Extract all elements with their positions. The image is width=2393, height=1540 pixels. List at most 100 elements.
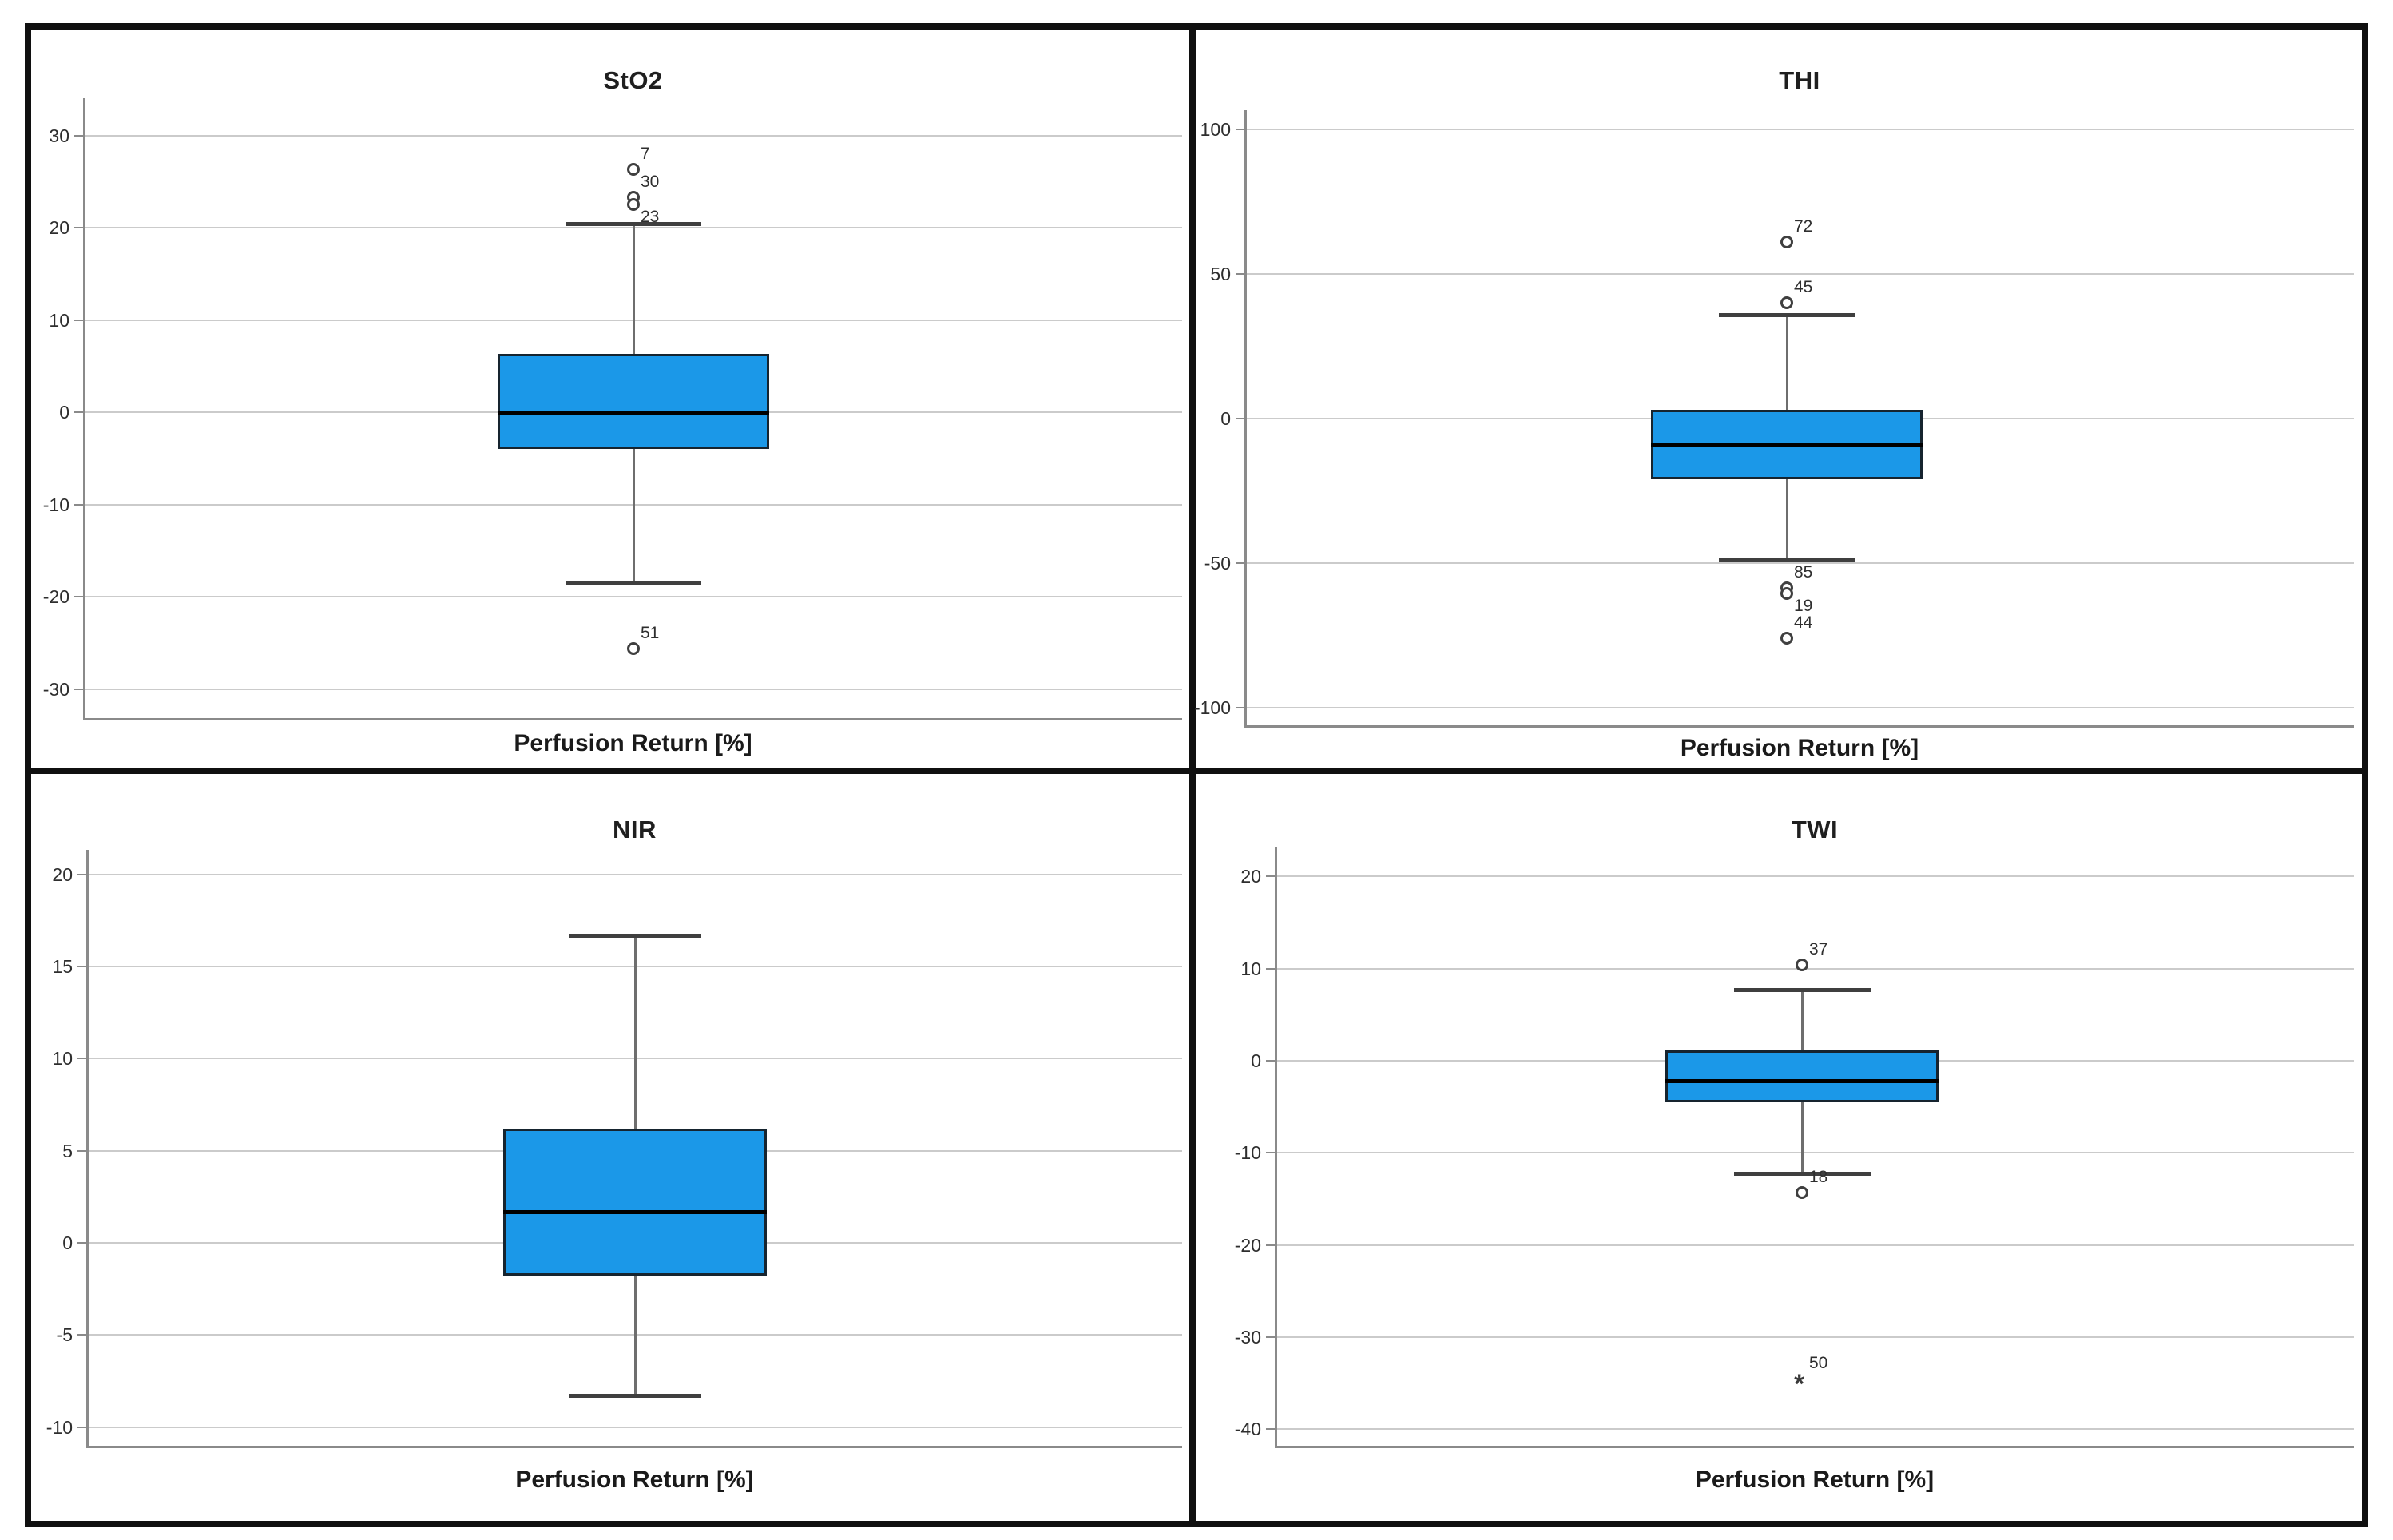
box (1665, 1050, 1939, 1102)
outlier-circle-marker (1780, 632, 1793, 645)
y-tick-label: -30 (42, 678, 69, 700)
panel-twi: TWI 20 10 0 -10 -20 -30 -40 37 18 * 50 Perfusion Ret… (1196, 774, 2366, 1526)
y-tick-mark (1236, 707, 1245, 708)
y-gridline (84, 688, 1182, 690)
whisker-cap-top (569, 933, 701, 938)
y-tick-label: 10 (49, 309, 69, 331)
outlier-case-label: 7 (641, 145, 650, 164)
y-tick-mark (77, 1058, 87, 1060)
y-tick-mark (77, 873, 87, 875)
y-tick-label: 0 (1220, 408, 1231, 429)
y-tick-label: -20 (1234, 1234, 1261, 1256)
y-gridline (1245, 129, 2354, 130)
median-line (498, 411, 769, 416)
whisker-cap-top (1719, 312, 1855, 317)
y-gridline (1276, 967, 2354, 970)
outlier-case-label: 51 (641, 623, 660, 642)
y-gridline (1245, 273, 2354, 275)
y-tick-label: 5 (62, 1140, 73, 1161)
y-tick-mark (1266, 1244, 1276, 1246)
whisker-cap-bottom (1733, 1171, 1871, 1176)
y-tick-mark (74, 319, 84, 321)
y-tick-label: 15 (52, 956, 73, 978)
outlier-case-label: 72 (1794, 217, 1813, 236)
y-gridline (1245, 707, 2354, 708)
outlier-case-label: 85 (1794, 562, 1813, 581)
median-line (1665, 1079, 1939, 1084)
outlier-asterisk-marker: * (1794, 1368, 1805, 1399)
y-gridline (87, 873, 1182, 875)
y-tick-mark (1266, 1336, 1276, 1338)
y-gridline (1276, 1336, 2354, 1338)
y-tick-mark (74, 596, 84, 597)
y-gridline (1276, 1152, 2354, 1154)
y-tick-label: 10 (52, 1048, 73, 1070)
x-axis-line (1275, 1446, 2354, 1448)
x-axis-title: Perfusion Return [%] (1680, 735, 1919, 761)
y-tick-mark (1266, 1428, 1276, 1431)
y-tick-label: 20 (49, 217, 69, 238)
y-tick-mark (74, 134, 84, 137)
y-gridline (1276, 1428, 2354, 1431)
outlier-case-label: 37 (1809, 940, 1828, 959)
outlier-circle-marker (1796, 959, 1808, 972)
y-tick-mark (1266, 1060, 1276, 1062)
y-tick-mark (74, 227, 84, 228)
outlier-case-label: 19 (1794, 597, 1813, 615)
y-tick-label: -10 (42, 494, 69, 515)
median-line (1651, 443, 1923, 447)
outlier-circle-marker (1780, 296, 1793, 310)
y-tick-label: -100 (1193, 697, 1231, 718)
y-tick-mark (74, 503, 84, 506)
divider-horizontal (25, 768, 2368, 774)
y-tick-mark (1266, 1152, 1276, 1154)
panel-sto2: StO2 30 20 10 0 -10 -20 -30 7 30 23 51 Perfusion Ret… (28, 26, 1189, 768)
y-tick-label: -30 (1234, 1326, 1261, 1348)
y-tick-label: 30 (49, 125, 69, 146)
outlier-circle-marker (1780, 587, 1793, 600)
y-gridline (1276, 1244, 2354, 1246)
y-tick-label: -40 (1234, 1419, 1261, 1440)
median-line (503, 1209, 767, 1214)
outlier-case-label: 45 (1794, 278, 1813, 297)
y-tick-mark (77, 1334, 87, 1336)
y-tick-mark (77, 966, 87, 968)
y-tick-label: -10 (1234, 1142, 1261, 1164)
x-axis-title: Perfusion Return [%] (515, 1467, 754, 1493)
panel-title: THI (1779, 66, 1820, 94)
outlier-case-label: 50 (1809, 1353, 1828, 1372)
y-tick-label: 0 (62, 1232, 73, 1253)
x-axis-line (83, 718, 1182, 720)
whisker-cap-top (1733, 988, 1871, 993)
y-gridline (1276, 875, 2354, 878)
outlier-case-label: 30 (641, 172, 660, 191)
y-axis-line (1275, 847, 1277, 1447)
y-tick-label: -20 (42, 586, 69, 607)
y-tick-mark (1236, 273, 1245, 275)
y-tick-mark (77, 1426, 87, 1428)
x-axis-title: Perfusion Return [%] (514, 730, 752, 756)
y-tick-mark (77, 1242, 87, 1244)
y-tick-mark (1236, 562, 1245, 564)
y-tick-label: 100 (1200, 119, 1231, 140)
divider-vertical (1189, 23, 1196, 1527)
y-axis-line (83, 98, 85, 719)
y-tick-mark (74, 688, 84, 690)
whisker-cap-top (566, 222, 701, 227)
outlier-circle-marker (627, 163, 640, 177)
x-axis-line (1244, 725, 2354, 728)
y-tick-label: 20 (52, 863, 73, 885)
y-gridline (84, 134, 1182, 137)
outlier-circle-marker (1780, 236, 1793, 249)
panel-title: TWI (1791, 816, 1839, 843)
y-tick-label: 0 (1251, 1050, 1261, 1071)
whisker-cap-bottom (566, 580, 701, 585)
whisker-cap-bottom (569, 1394, 701, 1399)
y-tick-label: -50 (1204, 553, 1231, 574)
outlier-case-label: 23 (641, 208, 660, 227)
y-tick-label: -10 (46, 1416, 73, 1438)
whisker-cap-bottom (1719, 558, 1855, 563)
y-gridline (1245, 562, 2354, 564)
y-tick-mark (1236, 129, 1245, 130)
panel-title: NIR (613, 816, 657, 843)
